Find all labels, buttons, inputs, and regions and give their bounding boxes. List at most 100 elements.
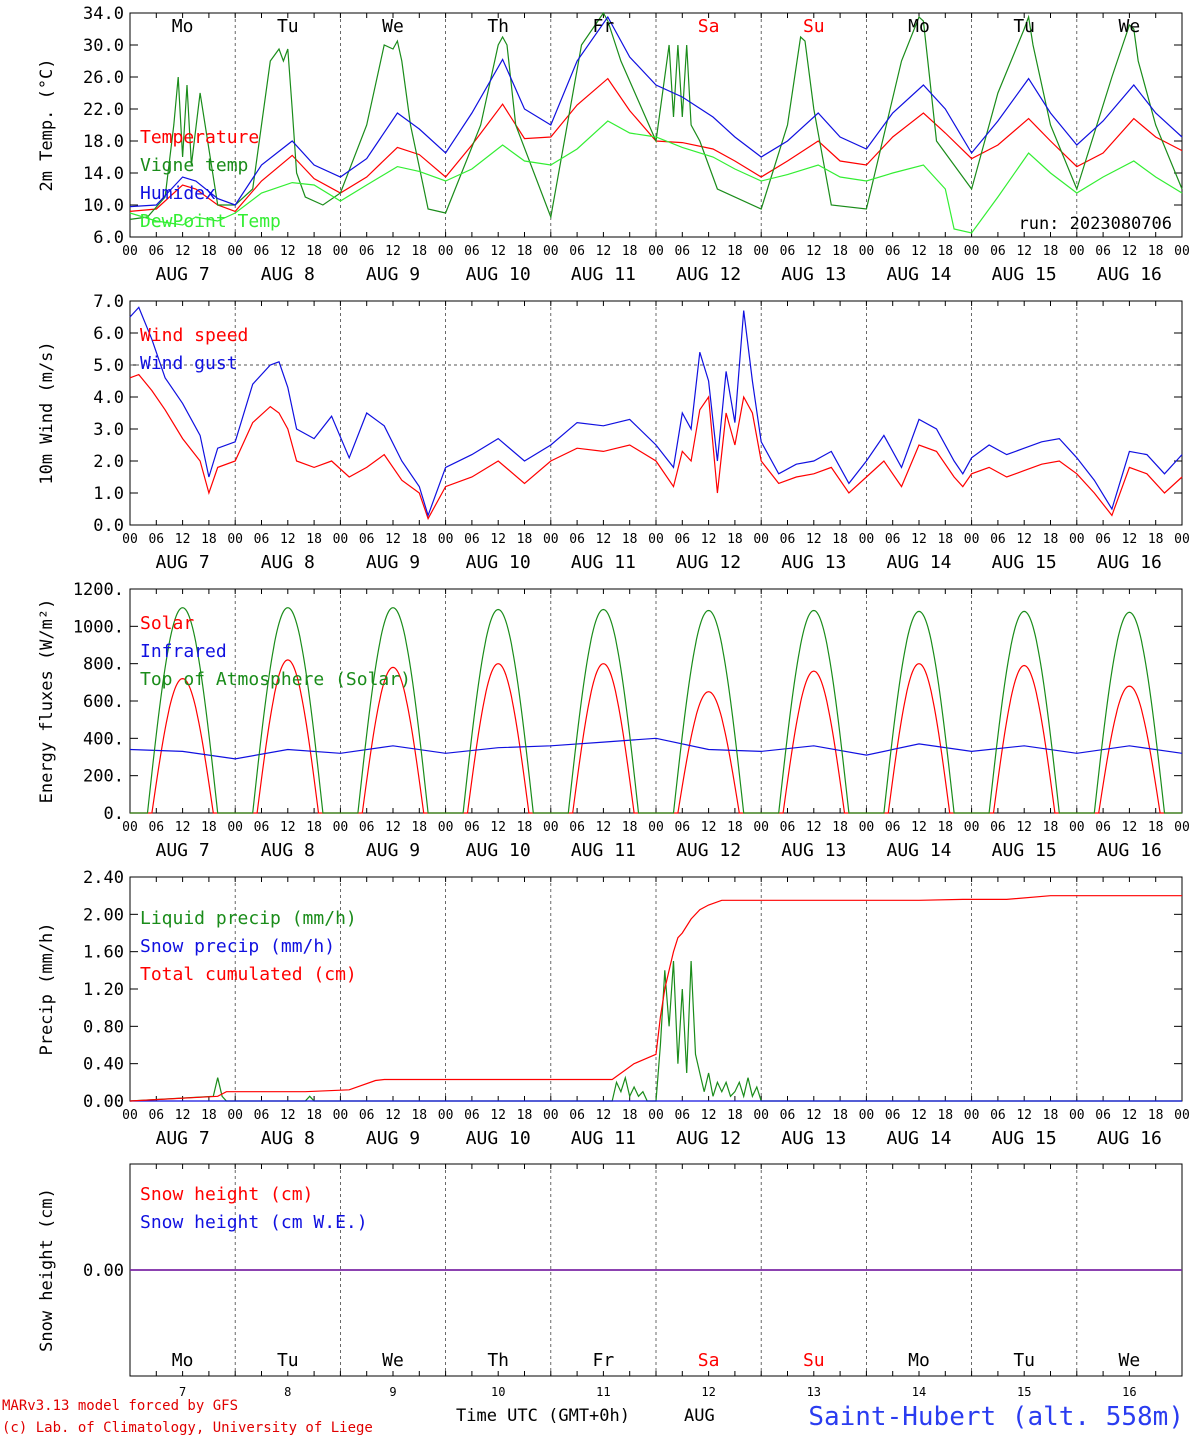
series-line-1 bbox=[129, 306, 1183, 518]
hour-tick-label: 12 bbox=[806, 1108, 822, 1123]
hour-tick-label: 00 bbox=[964, 532, 980, 547]
date-label: AUG 15 bbox=[992, 1128, 1057, 1149]
y-tick-label: 18.0 bbox=[83, 132, 124, 152]
hour-tick-label: 18 bbox=[517, 244, 533, 259]
hour-tick-label: 00 bbox=[1174, 244, 1190, 259]
hour-tick-label: 12 bbox=[911, 820, 927, 835]
hour-tick-label: 18 bbox=[622, 532, 638, 547]
day-name: We bbox=[1119, 1350, 1141, 1371]
date-label: AUG 10 bbox=[466, 552, 531, 573]
hour-tick-label: 00 bbox=[333, 532, 349, 547]
hour-tick-label: 06 bbox=[464, 1108, 480, 1123]
panel-frame bbox=[129, 300, 1183, 526]
hour-tick-label: 06 bbox=[780, 244, 796, 259]
panel-2 bbox=[129, 300, 1183, 526]
day-name: Tu bbox=[1013, 16, 1035, 37]
y-tick-label: 0.00 bbox=[83, 1261, 124, 1281]
hour-tick-label: 18 bbox=[832, 820, 848, 835]
hour-tick-label: 06 bbox=[780, 820, 796, 835]
hour-tick-label: 12 bbox=[701, 532, 717, 547]
date-label: AUG 7 bbox=[156, 1128, 210, 1149]
day-number: 8 bbox=[284, 1385, 291, 1399]
hour-tick-label: 06 bbox=[1095, 820, 1111, 835]
hour-tick-label: 00 bbox=[753, 820, 769, 835]
hour-tick-label: 06 bbox=[569, 820, 585, 835]
y-tick-label: 2.0 bbox=[93, 452, 124, 472]
day-name: Fr bbox=[593, 16, 615, 37]
hour-tick-label: 18 bbox=[727, 244, 743, 259]
day-number: 16 bbox=[1122, 1385, 1136, 1399]
hour-tick-label: 12 bbox=[1122, 1108, 1138, 1123]
y-tick-label: 800. bbox=[83, 655, 124, 675]
hour-tick-label: 00 bbox=[333, 244, 349, 259]
series-line-3 bbox=[129, 120, 1183, 234]
hour-tick-label: 18 bbox=[411, 532, 427, 547]
legend-entry: Humidex bbox=[140, 183, 216, 204]
day-number: 12 bbox=[701, 1385, 715, 1399]
date-label: AUG 10 bbox=[466, 1128, 531, 1149]
hour-tick-label: 18 bbox=[306, 244, 322, 259]
date-label: AUG 13 bbox=[781, 840, 846, 861]
hour-tick-label: 06 bbox=[464, 532, 480, 547]
hour-tick-label: 12 bbox=[1122, 820, 1138, 835]
hour-tick-label: 18 bbox=[832, 244, 848, 259]
hour-tick-label: 00 bbox=[1069, 820, 1085, 835]
y-tick-label: 1.60 bbox=[83, 943, 124, 963]
hour-tick-label: 00 bbox=[227, 532, 243, 547]
hour-tick-label: 00 bbox=[543, 532, 559, 547]
panel-1 bbox=[129, 11, 1183, 238]
date-label: AUG 9 bbox=[366, 264, 420, 285]
hour-tick-label: 00 bbox=[648, 1108, 664, 1123]
date-label: AUG 16 bbox=[1097, 1128, 1162, 1149]
y-tick-label: 3.0 bbox=[93, 420, 124, 440]
hour-tick-label: 18 bbox=[1043, 1108, 1059, 1123]
hour-tick-label: 12 bbox=[596, 532, 612, 547]
y-tick-label: 6.0 bbox=[93, 324, 124, 344]
hour-tick-label: 06 bbox=[674, 244, 690, 259]
hour-tick-label: 18 bbox=[1148, 820, 1164, 835]
hour-tick-label: 12 bbox=[701, 244, 717, 259]
hour-tick-label: 00 bbox=[122, 820, 138, 835]
y-axis-label: Snow height (cm) bbox=[37, 1188, 57, 1352]
date-label: AUG 11 bbox=[571, 1128, 636, 1149]
hour-tick-label: 18 bbox=[201, 532, 217, 547]
hour-tick-label: 18 bbox=[832, 1108, 848, 1123]
y-tick-label: 22.0 bbox=[83, 100, 124, 120]
hour-tick-label: 06 bbox=[464, 820, 480, 835]
day-number: 7 bbox=[179, 1385, 186, 1399]
hour-tick-label: 06 bbox=[1095, 1108, 1111, 1123]
y-tick-label: 0. bbox=[104, 804, 124, 824]
y-tick-label: 2.00 bbox=[83, 905, 124, 925]
hour-tick-label: 12 bbox=[806, 820, 822, 835]
hour-tick-label: 18 bbox=[411, 1108, 427, 1123]
legend-entry: Snow height (cm) bbox=[140, 1184, 313, 1205]
hour-tick-label: 18 bbox=[411, 820, 427, 835]
hour-tick-label: 18 bbox=[937, 820, 953, 835]
y-tick-label: 1.20 bbox=[83, 980, 124, 1000]
day-name: Sa bbox=[698, 16, 720, 37]
hour-tick-label: 12 bbox=[911, 1108, 927, 1123]
hour-tick-label: 06 bbox=[148, 244, 164, 259]
y-tick-label: 14.0 bbox=[83, 164, 124, 184]
legend-entry: Infrared bbox=[140, 641, 227, 662]
date-label: AUG 13 bbox=[781, 552, 846, 573]
hour-tick-label: 00 bbox=[1174, 820, 1190, 835]
hour-tick-label: 18 bbox=[306, 532, 322, 547]
hour-tick-label: 12 bbox=[280, 244, 296, 259]
hour-tick-label: 00 bbox=[438, 532, 454, 547]
y-tick-label: 4.0 bbox=[93, 388, 124, 408]
hour-tick-label: 00 bbox=[753, 1108, 769, 1123]
hour-tick-label: 18 bbox=[937, 532, 953, 547]
legend-entry: DewPoint Temp bbox=[140, 211, 281, 232]
legend-entry: Snow precip (mm/h) bbox=[140, 936, 335, 957]
y-tick-label: 0.00 bbox=[83, 1092, 124, 1112]
hour-tick-label: 12 bbox=[175, 820, 191, 835]
station-name: Saint-Hubert (alt. 558m) bbox=[808, 1402, 1184, 1432]
run-annotation: run: 2023080706 bbox=[1018, 214, 1172, 234]
day-name: We bbox=[382, 1350, 404, 1371]
hour-tick-label: 06 bbox=[569, 532, 585, 547]
hour-tick-label: 06 bbox=[780, 1108, 796, 1123]
hour-tick-label: 12 bbox=[490, 532, 506, 547]
model-credit: MARv3.13 model forced by GFS bbox=[2, 1398, 239, 1414]
date-label: AUG 14 bbox=[886, 840, 951, 861]
